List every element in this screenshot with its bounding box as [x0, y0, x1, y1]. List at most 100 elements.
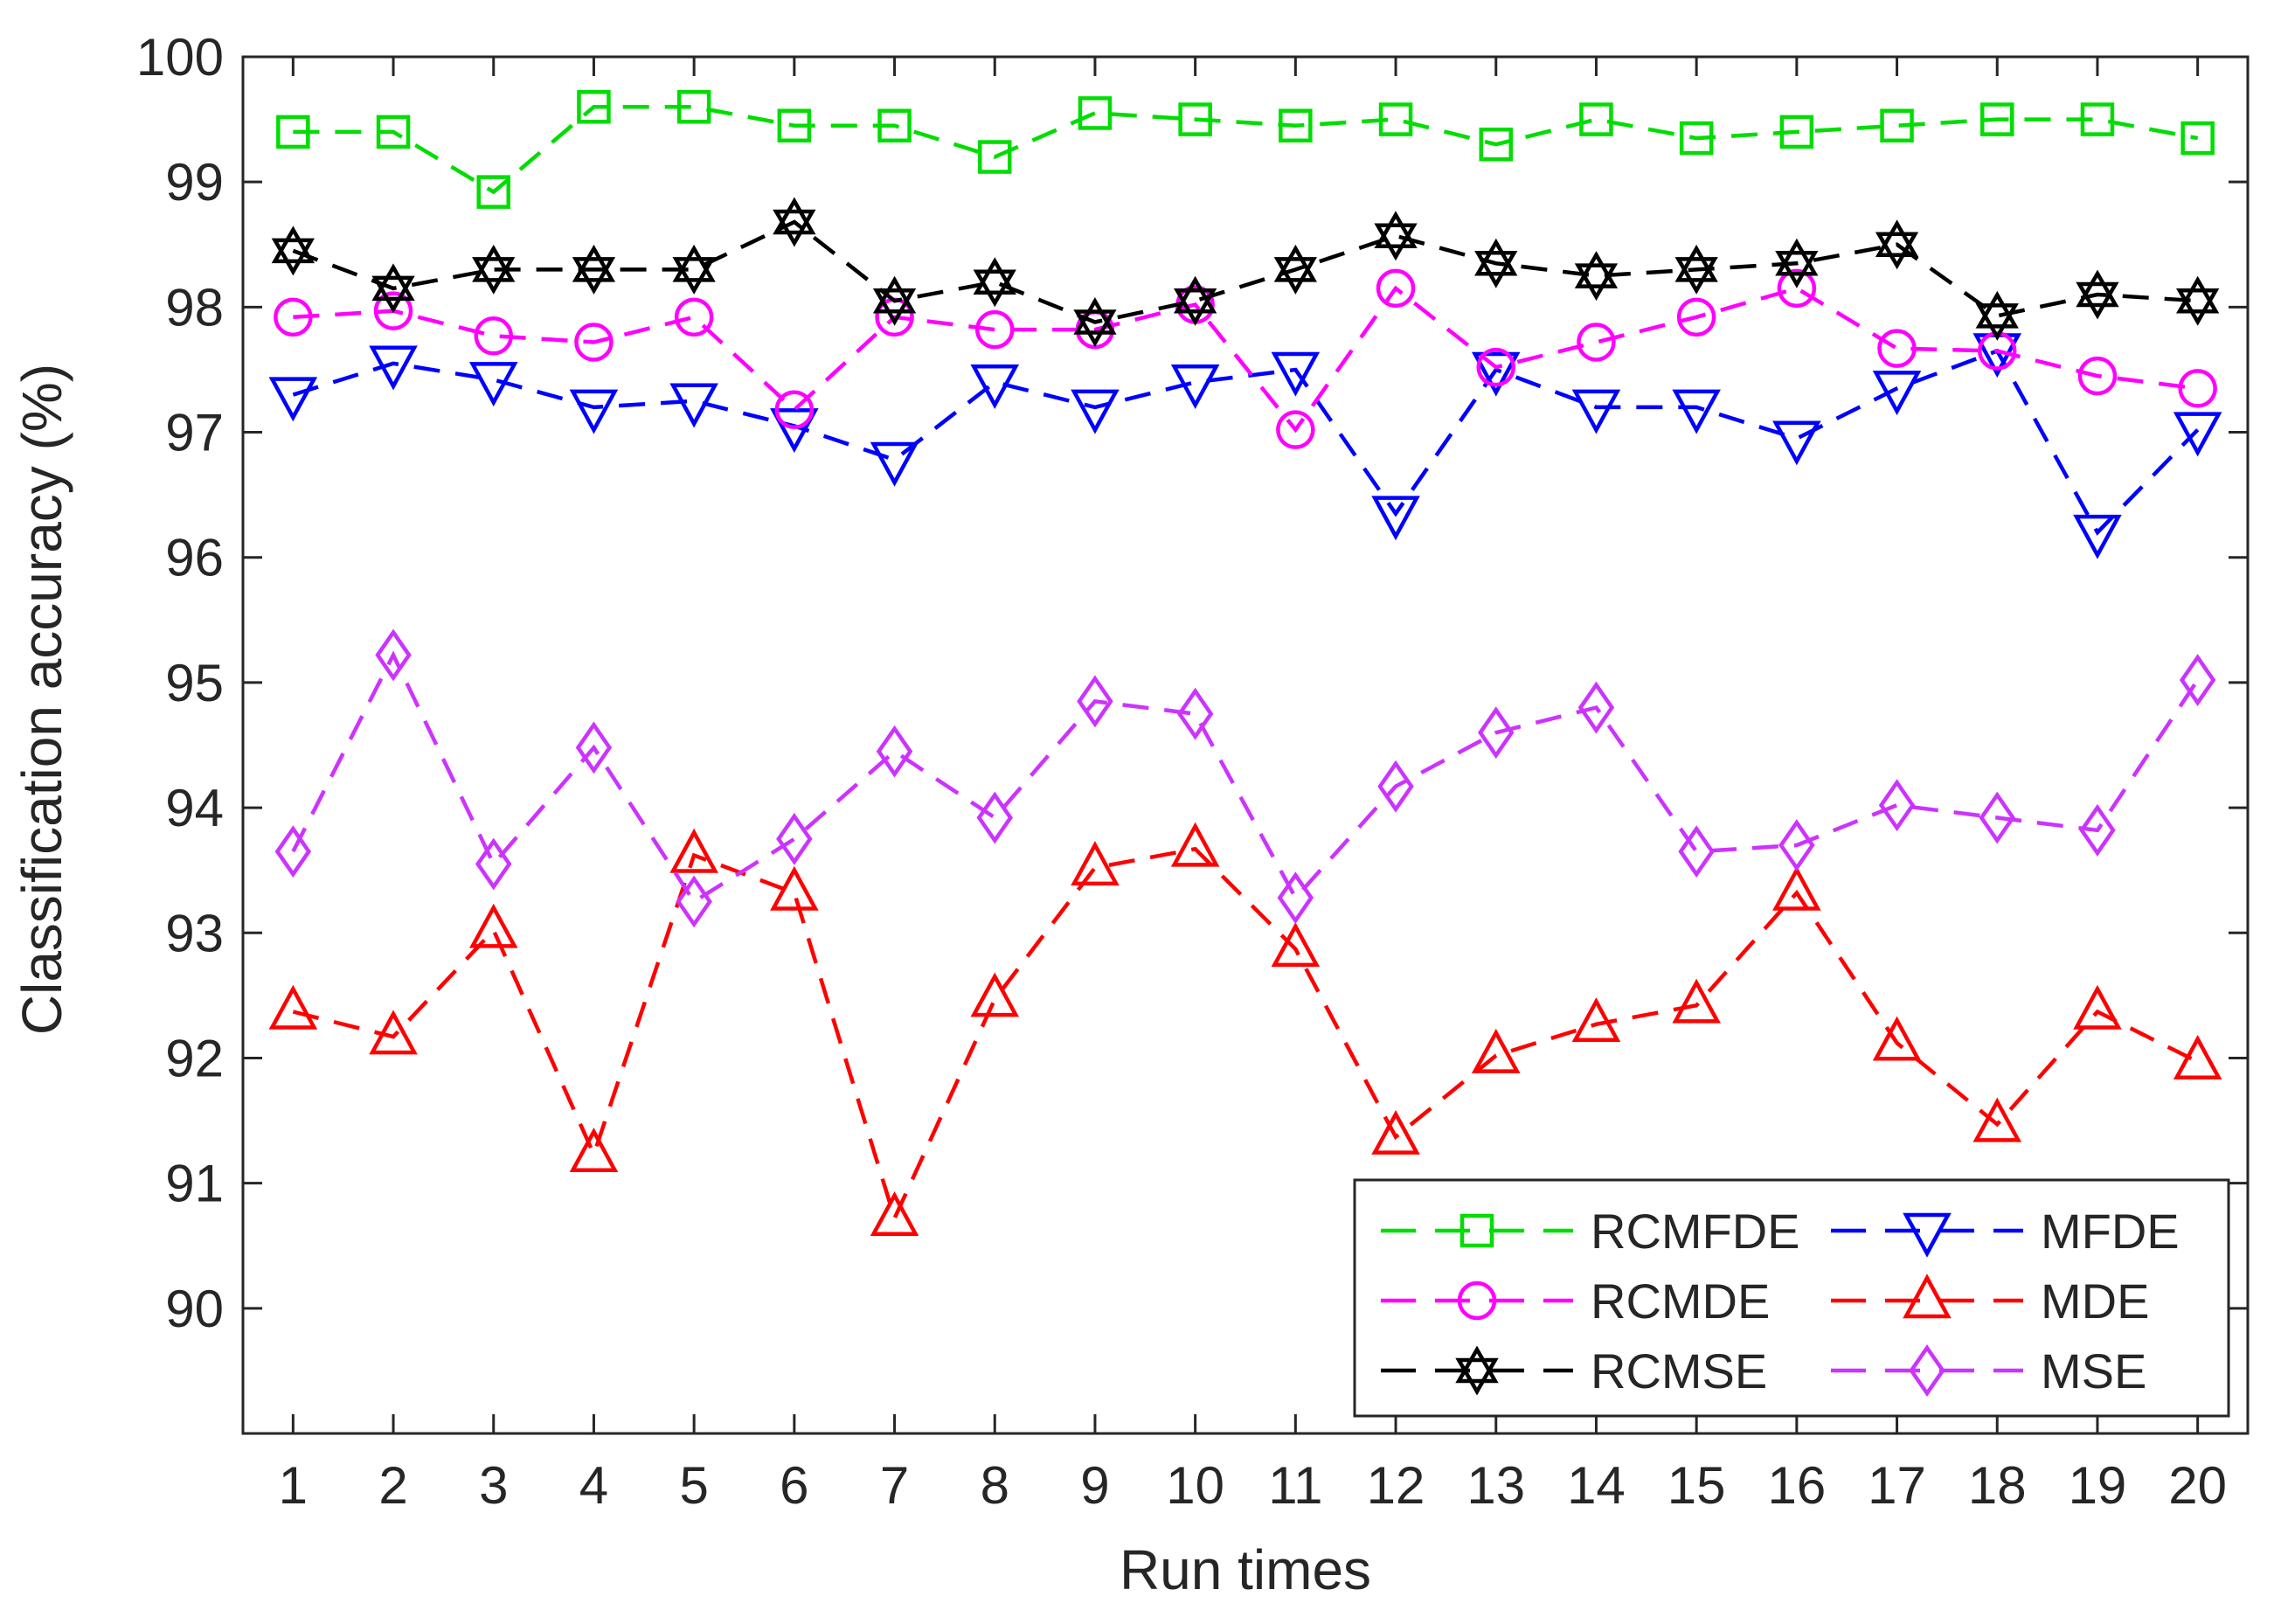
- point-rcmde-2: [373, 291, 413, 330]
- x-tick-label-4: 4: [579, 1456, 608, 1515]
- x-tick-label-3: 3: [479, 1456, 508, 1515]
- series-line-mse: [291, 650, 2200, 905]
- legend-label-mse: MSE: [2041, 1343, 2146, 1398]
- point-mde-4: [569, 1128, 619, 1172]
- point-rcmde-4: [574, 323, 614, 362]
- legend-marker-rcmse-b: [1455, 1357, 1499, 1396]
- point-mde-20: [2173, 1035, 2222, 1079]
- point-rcmfde-6: [777, 108, 812, 142]
- legend-item-rcmfde: RCMFDE: [1381, 1204, 1800, 1259]
- point-mde-3: [468, 903, 518, 948]
- point-rcmde-19: [2077, 356, 2118, 396]
- legend-label-mde: MDE: [2041, 1274, 2149, 1329]
- point-rcmse-5: [672, 244, 716, 282]
- point-mse-6: [776, 812, 813, 865]
- point-rcmse-5-b: [672, 257, 716, 295]
- y-tick-label-90: 90: [165, 1280, 224, 1338]
- point-rcmse-6-b: [773, 209, 816, 247]
- point-rcmde-20: [2178, 369, 2217, 408]
- point-rcmse-9-b: [1073, 309, 1117, 348]
- point-rcmse-17: [1875, 219, 1919, 258]
- legend-item-mde: MDE: [1831, 1274, 2149, 1329]
- point-rcmfde-18: [1980, 102, 2014, 136]
- point-mse-18: [1979, 791, 2015, 844]
- legend-item-mfde: MFDE: [1831, 1204, 2180, 1259]
- x-tick-label-9: 9: [1080, 1456, 1109, 1515]
- legend-box: [1353, 1178, 2230, 1418]
- legend-item-mse: MSE: [1831, 1343, 2146, 1398]
- legend-marker-rcmde: [1457, 1280, 1497, 1321]
- point-mde-6: [770, 865, 819, 911]
- point-rcmfde-1: [276, 115, 310, 149]
- point-rcmse-6: [773, 197, 816, 235]
- y-tick-label-100: 100: [136, 28, 224, 87]
- point-rcmse-18: [1975, 290, 2019, 329]
- point-mfde-9: [1071, 389, 1120, 434]
- point-mfde-12: [1371, 496, 1420, 541]
- point-mse-9: [1077, 675, 1113, 728]
- x-tick-label-2: 2: [378, 1456, 407, 1515]
- point-rcmde-6: [774, 390, 815, 430]
- point-rcmfde-19: [2080, 102, 2115, 136]
- point-rcmfde-5: [676, 90, 711, 124]
- x-tick-label-7: 7: [880, 1456, 909, 1515]
- point-rcmse-1-b: [271, 238, 315, 276]
- point-mde-9: [1071, 841, 1120, 886]
- point-rcmse-11-b: [1273, 257, 1317, 295]
- point-mfde-6: [770, 408, 819, 454]
- x-tick-label-5: 5: [679, 1456, 708, 1515]
- point-rcmse-3: [472, 244, 516, 282]
- point-mfde-1: [268, 377, 318, 422]
- y-tick-label-98: 98: [165, 278, 224, 337]
- series-line-mfde: [292, 348, 2200, 536]
- x-tick-label-19: 19: [2069, 1456, 2127, 1515]
- y-tick-label-91: 91: [165, 1155, 224, 1213]
- point-rcmse-19: [2076, 269, 2119, 308]
- x-tick-label-14: 14: [1567, 1456, 1626, 1515]
- point-mfde-10: [1170, 364, 1220, 409]
- point-mfde-7: [870, 441, 919, 487]
- y-tick-label-92: 92: [165, 1029, 224, 1087]
- series-rcmfde: [276, 90, 2215, 209]
- series-line-rcmse: [292, 219, 2198, 324]
- x-tick-label-20: 20: [2168, 1456, 2227, 1515]
- point-rcmse-15: [1674, 244, 1718, 282]
- point-mse-11: [1277, 871, 1314, 925]
- point-mfde-14: [1571, 389, 1621, 434]
- point-mde-10: [1170, 822, 1220, 867]
- point-rcmde-3: [474, 316, 513, 356]
- x-tick-label-1: 1: [279, 1456, 308, 1515]
- point-mse-17: [1878, 779, 1916, 832]
- point-mse-20: [2179, 654, 2216, 706]
- point-rcmse-10-b: [1174, 288, 1217, 326]
- x-tick-label-16: 16: [1767, 1456, 1826, 1515]
- point-rcmse-12: [1374, 211, 1418, 249]
- point-mde-1: [268, 984, 318, 1030]
- x-tick-label-12: 12: [1367, 1456, 1425, 1515]
- point-rcmde-14: [1577, 323, 1616, 362]
- point-rcmse-7: [872, 275, 917, 314]
- point-mde-13: [1471, 1028, 1521, 1073]
- x-tick-label-6: 6: [780, 1456, 808, 1515]
- series-rcmse: [271, 197, 2220, 348]
- legend-marker-mse: [1909, 1344, 1945, 1397]
- point-rcmde-17: [1877, 329, 1917, 368]
- y-tick-label-93: 93: [165, 904, 224, 962]
- point-rcmfde-3: [476, 175, 510, 209]
- legend-item-rcmde: RCMDE: [1381, 1274, 1770, 1329]
- x-tick-label-15: 15: [1667, 1456, 1726, 1515]
- point-rcmse-11: [1273, 244, 1317, 282]
- point-rcmfde-4: [577, 90, 611, 124]
- point-mfde-3: [468, 362, 518, 407]
- point-mfde-2: [369, 345, 418, 391]
- point-mde-7: [870, 1191, 919, 1236]
- x-tick-label-17: 17: [1868, 1456, 1926, 1515]
- point-rcmse-18-b: [1975, 303, 2019, 341]
- point-rcmse-9: [1073, 296, 1117, 335]
- series-mde: [268, 822, 2222, 1236]
- x-tick-label-10: 10: [1166, 1456, 1224, 1515]
- point-rcmse-10: [1174, 275, 1217, 314]
- point-rcmse-17-b: [1875, 232, 1919, 270]
- point-rcmfde-11: [1279, 108, 1313, 142]
